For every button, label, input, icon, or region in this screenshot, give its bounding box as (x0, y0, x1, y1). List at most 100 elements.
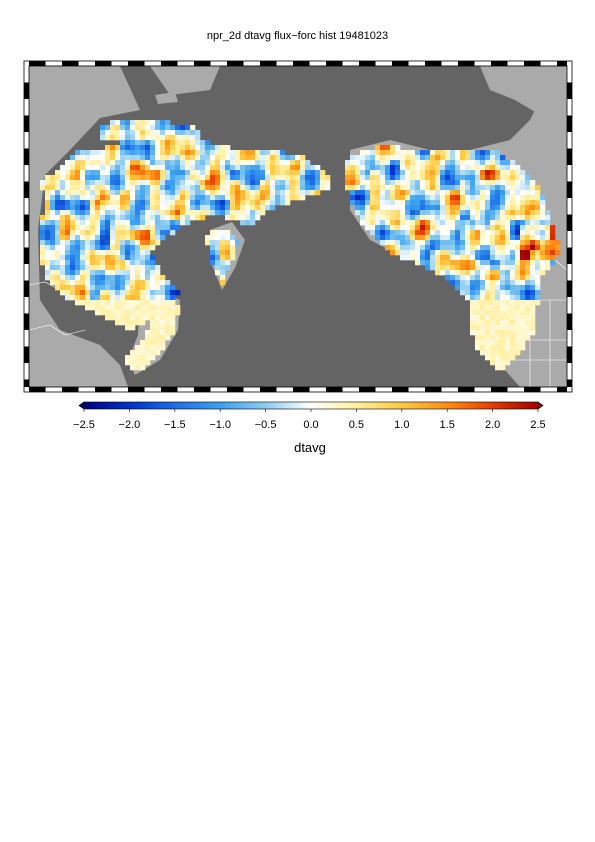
data-cell (430, 240, 436, 246)
data-cell (170, 180, 176, 186)
data-cell (145, 350, 151, 356)
data-cell (515, 195, 521, 201)
data-cell (265, 205, 271, 211)
data-cell (360, 175, 366, 181)
data-cell (145, 345, 151, 351)
data-cell (505, 290, 511, 296)
data-cell (50, 200, 56, 206)
data-cell (255, 215, 261, 221)
data-cell (355, 180, 361, 186)
data-cell (60, 245, 66, 251)
data-cell (490, 265, 496, 271)
data-cell (135, 345, 141, 351)
data-cell (245, 185, 251, 191)
data-cell (230, 210, 236, 216)
data-cell (150, 135, 156, 141)
data-cell (215, 160, 221, 166)
data-cell (105, 265, 111, 271)
data-cell (190, 195, 196, 201)
data-cell (145, 310, 151, 316)
data-cell (425, 225, 431, 231)
data-cell (405, 255, 411, 261)
data-cell (130, 365, 136, 371)
data-cell (70, 270, 76, 276)
frame-segment (293, 61, 310, 66)
data-cell (215, 255, 221, 261)
data-cell (425, 265, 431, 271)
data-cell (515, 165, 521, 171)
data-cell (130, 350, 136, 356)
data-cell (155, 155, 161, 161)
data-cell (140, 195, 146, 201)
data-cell (95, 290, 101, 296)
data-cell (90, 165, 96, 171)
data-cell (190, 125, 196, 131)
data-cell (210, 175, 216, 181)
data-cell (465, 295, 471, 301)
data-cell (480, 255, 486, 261)
data-cell (425, 215, 431, 221)
data-cell (135, 135, 141, 141)
data-cell (100, 280, 106, 286)
data-cell (430, 160, 436, 166)
data-cell (70, 260, 76, 266)
data-cell (80, 235, 86, 241)
data-cell (415, 240, 421, 246)
data-cell (90, 175, 96, 181)
data-cell (225, 160, 231, 166)
data-cell (405, 250, 411, 256)
data-cell (235, 180, 241, 186)
data-cell (495, 305, 501, 311)
data-cell (55, 205, 61, 211)
data-cell (155, 225, 161, 231)
frame-segment (95, 61, 112, 66)
data-cell (45, 175, 51, 181)
data-cell (525, 255, 531, 261)
data-cell (195, 155, 201, 161)
data-cell (450, 245, 456, 251)
data-cell (145, 195, 151, 201)
data-cell (195, 215, 201, 221)
data-cell (450, 210, 456, 216)
data-cell (105, 300, 111, 306)
data-cell (95, 180, 101, 186)
data-cell (240, 220, 246, 226)
data-cell (470, 155, 476, 161)
data-cell (470, 285, 476, 291)
data-cell (505, 260, 511, 266)
data-cell (130, 285, 136, 291)
data-cell (65, 255, 71, 261)
data-cell (470, 315, 476, 321)
data-cell (260, 155, 266, 161)
data-cell (230, 255, 236, 261)
data-cell (355, 170, 361, 176)
data-cell (370, 170, 376, 176)
colorbar-segment (129, 402, 132, 409)
data-cell (265, 190, 271, 196)
data-cell (240, 170, 246, 176)
data-cell (485, 155, 491, 161)
data-cell (155, 290, 161, 296)
data-cell (75, 255, 81, 261)
data-cell (195, 200, 201, 206)
data-cell (460, 210, 466, 216)
data-cell (500, 315, 506, 321)
data-cell (85, 175, 91, 181)
data-cell (205, 240, 211, 246)
data-cell (275, 160, 281, 166)
data-cell (130, 155, 136, 161)
colorbar-segment (167, 402, 171, 409)
data-cell (415, 220, 421, 226)
data-cell (125, 310, 131, 316)
data-cell (175, 210, 181, 216)
data-cell (125, 125, 131, 131)
data-cell (410, 225, 416, 231)
data-cell (45, 220, 51, 226)
data-cell (465, 225, 471, 231)
data-cell (75, 245, 81, 251)
data-cell (255, 205, 261, 211)
data-cell (490, 335, 496, 341)
data-cell (545, 220, 551, 226)
data-cell (495, 185, 501, 191)
data-cell (165, 225, 171, 231)
